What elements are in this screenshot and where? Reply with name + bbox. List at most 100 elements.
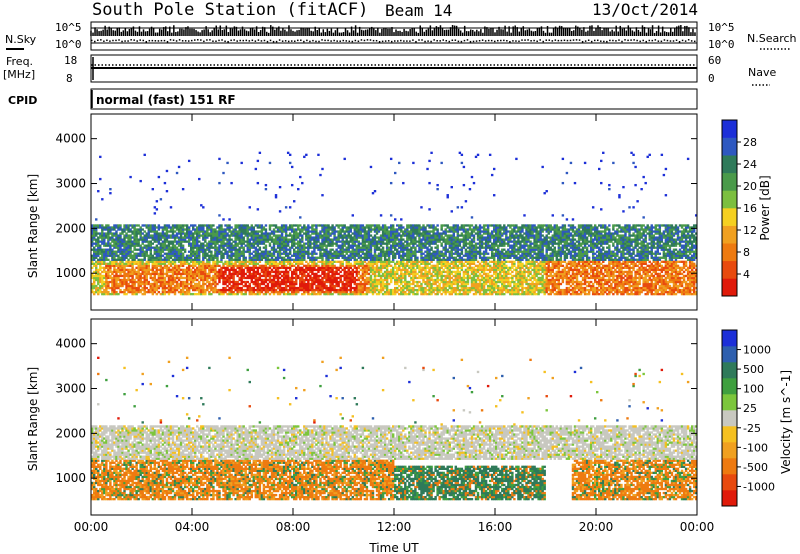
data-cell [313,276,316,280]
data-cell [341,246,344,249]
noise-dot [348,40,351,43]
data-cell [353,286,357,290]
data-cell [303,244,306,247]
data-cell [177,282,181,286]
data-cell [206,242,209,245]
data-cell [264,262,268,265]
data-cell [373,262,377,265]
data-cell [202,272,205,276]
data-cell [143,262,146,265]
data-cell [163,244,167,247]
data-cell [280,288,284,292]
data-cell [307,228,310,231]
data-cell [276,276,280,280]
data-cell [252,236,256,239]
data-cell [187,254,191,257]
data-cell [115,274,118,278]
data-cell [381,266,385,270]
data-cell [91,248,94,251]
data-cell [365,256,369,259]
data-cell [404,270,407,274]
data-cell [381,280,385,284]
data-cell [363,286,367,290]
data-cell [117,254,120,257]
data-cell [119,250,122,253]
data-cell [373,282,377,286]
data-cell [282,276,286,280]
data-cell [313,242,316,245]
data-cell [394,238,397,241]
data-cell [97,280,100,284]
noise-dot [663,39,666,41]
data-cell [333,242,336,245]
data-cell [264,268,268,272]
data-cell [282,230,286,233]
data-cell [234,234,237,237]
data-cell [125,292,128,296]
data-cell [133,242,136,245]
data-cell [246,242,249,245]
data-cell [329,248,332,251]
data-cell [167,260,171,263]
data-cell [181,258,185,261]
data-cell [95,250,98,253]
data-cell [280,232,284,235]
data-cell [319,244,322,247]
data-cell [97,224,100,227]
data-cell [210,278,213,282]
data-cell [208,260,211,263]
data-cell [125,234,128,237]
data-cell [258,246,262,249]
data-cell [341,248,344,251]
data-cell [250,230,253,233]
data-cell [307,264,310,268]
data-cell [133,238,136,241]
data-cell [254,282,258,286]
data-cell [101,258,104,261]
data-cell [218,224,221,227]
noise-dot [354,39,357,42]
data-cell [179,258,183,261]
data-cell [248,272,251,276]
data-cell [357,242,361,245]
data-cell [349,236,352,239]
data-cell [295,288,298,292]
data-cell [303,252,306,255]
data-cell [365,248,369,251]
data-cell [282,274,286,278]
data-cell [264,286,268,290]
data-cell [311,290,314,294]
data-cell [351,238,354,241]
data-cell [280,252,284,255]
data-cell [280,286,284,290]
data-cell [400,270,403,274]
data-cell [91,286,94,290]
data-cell [323,238,326,241]
data-cell [153,232,157,235]
data-cell [272,258,276,261]
data-cell [212,276,215,280]
data-cell [343,270,346,274]
data-cell [303,288,306,292]
data-cell [103,288,106,292]
data-cell [139,228,142,231]
data-cell [252,276,256,280]
data-cell [155,292,159,296]
data-cell [179,256,183,259]
data-cell [400,290,403,294]
data-cell [319,246,322,249]
data-cell [198,232,201,235]
data-cell [93,232,96,235]
data-cell [153,246,157,249]
data-cell [299,280,302,284]
data-cell [262,254,266,257]
data-cell [161,276,165,280]
data-cell [276,238,280,241]
data-cell [200,266,203,270]
data-cell [387,232,391,235]
data-cell [123,242,126,245]
data-cell [297,262,300,265]
beam-label: Beam 14 [385,1,452,20]
data-cell [305,153,308,157]
data-cell [293,200,296,203]
